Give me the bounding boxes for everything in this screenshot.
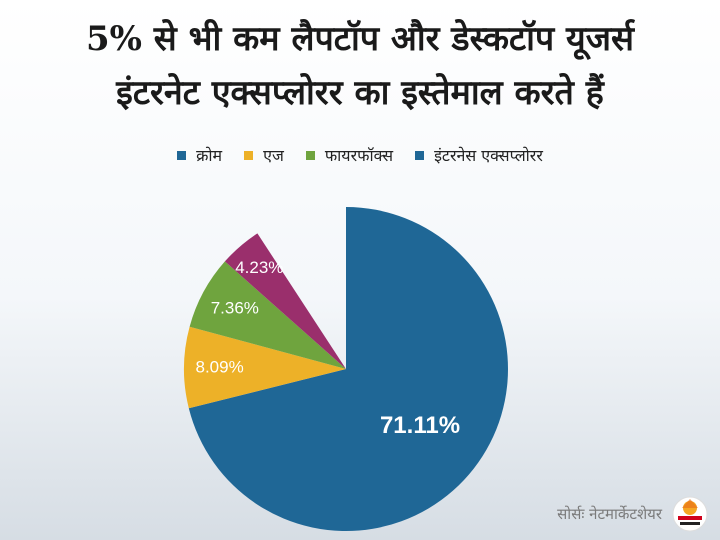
slice-label-chrome: 71.11% bbox=[380, 412, 460, 439]
slice-label-internet-explorer: 4.23% bbox=[235, 258, 283, 277]
legend-label: फायरफॉक्स bbox=[324, 146, 394, 165]
chart-legend: क्रोम एज फायरफॉक्स इंटरनेस एक्सप्लोरर bbox=[0, 144, 720, 166]
legend-item-internet-explorer: इंटरनेस एक्सप्लोरर bbox=[415, 144, 543, 166]
legend-swatch bbox=[244, 150, 254, 160]
legend-item-edge: एज bbox=[244, 144, 284, 166]
slice-label-firefox: 7.36% bbox=[211, 298, 259, 317]
legend-label: क्रोम bbox=[196, 146, 223, 165]
legend-swatch bbox=[415, 150, 425, 160]
legend-swatch bbox=[305, 150, 315, 160]
pie-slice-edge bbox=[183, 326, 346, 409]
dainik-bhaskar-logo bbox=[672, 496, 708, 532]
pie-slice-chrome bbox=[188, 207, 508, 531]
legend-label: इंटरनेस एक्सप्लोरर bbox=[434, 146, 543, 165]
source-credit: सोर्सः नेटमार्केटशेयर bbox=[557, 505, 662, 523]
legend-swatch bbox=[177, 150, 187, 160]
legend-item-chrome: क्रोम bbox=[177, 144, 222, 166]
chart-title-line2: इंटरनेट एक्सप्लोरर का इस्तेमाल करते हैं bbox=[116, 73, 604, 113]
pie-slice-firefox bbox=[189, 261, 346, 369]
pie-slice-internet-explorer bbox=[224, 233, 346, 369]
chart-title-line1: 5% से भी कम लैपटॉप और डेस्कटॉप यूजर्स bbox=[86, 19, 634, 59]
legend-item-firefox: फायरफॉक्स bbox=[305, 144, 394, 166]
legend-label: एज bbox=[263, 146, 284, 165]
slice-label-edge: 8.09% bbox=[195, 357, 243, 376]
